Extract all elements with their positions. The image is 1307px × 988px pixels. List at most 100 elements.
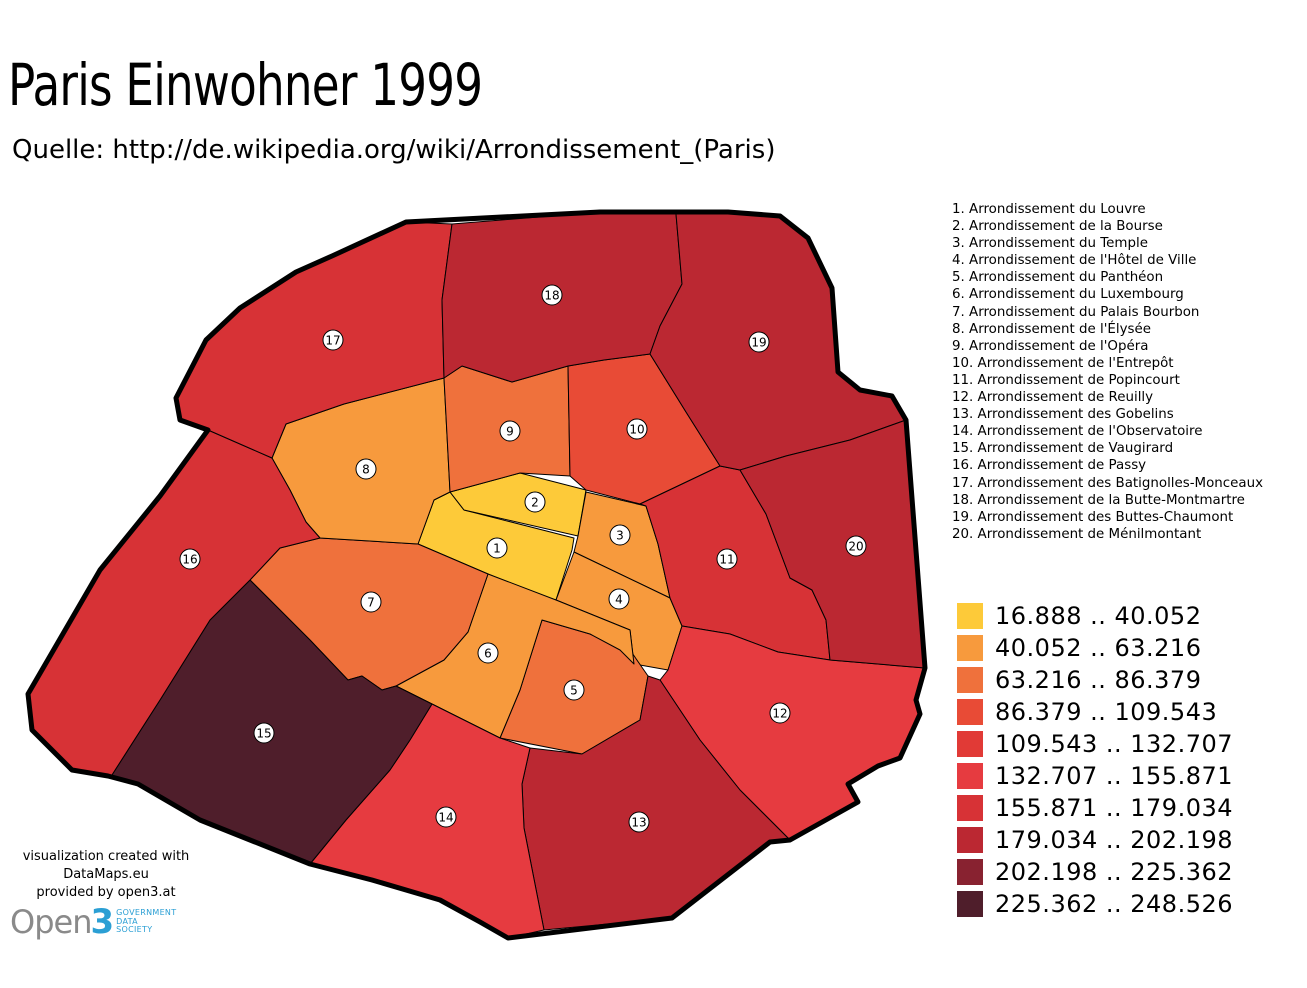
badge-number: 14	[438, 811, 453, 825]
badge-circle	[435, 806, 457, 828]
legend-item: 155.871 .. 179.034	[957, 792, 1233, 824]
legend-item: 63.216 .. 86.379	[957, 664, 1233, 696]
badge-circle	[524, 491, 546, 513]
arrondissement-badge-4: 4	[608, 588, 630, 610]
arrondissement-badge-5: 5	[563, 679, 585, 701]
logo-sub-1: GOVERNMENT	[116, 908, 177, 918]
badge-circle	[499, 420, 521, 442]
legend-item: 16.888 .. 40.052	[957, 600, 1233, 632]
legend-swatch	[957, 731, 983, 757]
legend-label: 202.198 .. 225.362	[995, 858, 1234, 886]
arrondissement-badge-10: 10	[626, 418, 648, 440]
arrondissement-name: 13. Arrondissement des Gobelins	[952, 407, 1174, 423]
badge-circle	[563, 679, 585, 701]
arrondissement-name: 10. Arrondissement de l'Entrepôt	[952, 355, 1174, 371]
arrondissement-badge-18: 18	[541, 284, 563, 306]
arrondissement-name: 17. Arrondissement des Batignolles-Monce…	[952, 475, 1264, 491]
badge-number: 11	[719, 553, 734, 567]
legend-swatch	[957, 827, 983, 853]
badge-circle	[179, 548, 201, 570]
legend-label: 63.216 .. 86.379	[995, 666, 1202, 694]
legend-item: 40.052 .. 63.216	[957, 632, 1233, 664]
logo-word: Open	[10, 903, 92, 941]
legend-item: 86.379 .. 109.543	[957, 696, 1233, 728]
legend-swatch	[957, 891, 983, 917]
legend-label: 40.052 .. 63.216	[995, 634, 1202, 662]
arrondissement-badge-17: 17	[322, 329, 344, 351]
map-title: Paris Einwohner 1999	[8, 51, 483, 119]
badge-number: 10	[629, 423, 644, 437]
map-subtitle: Quelle: http://de.wikipedia.org/wiki/Arr…	[12, 135, 776, 165]
legend-swatch	[957, 763, 983, 789]
arrondissement-name: 11. Arrondissement de Popincourt	[952, 372, 1180, 388]
legend-swatch	[957, 795, 983, 821]
badge-number: 17	[325, 334, 340, 348]
badge-number: 5	[570, 684, 578, 698]
arrondissement-badge-15: 15	[253, 722, 275, 744]
badge-circle	[748, 331, 770, 353]
logo-sub-2: DATA	[116, 916, 138, 926]
badge-number: 4	[615, 593, 623, 607]
legend-swatch	[957, 859, 983, 885]
legend-swatch	[957, 603, 983, 629]
legend-item: 225.362 .. 248.526	[957, 888, 1233, 920]
arrondissement-name-list: 1. Arrondissement du Louvre 2. Arrondisse…	[952, 201, 1263, 543]
arrondissement-badge-19: 19	[748, 331, 770, 353]
arrondissement-name: 4. Arrondissement de l'Hôtel de Ville	[952, 253, 1197, 269]
arrondissement-name: 19. Arrondissement des Buttes-Chaumont	[952, 509, 1234, 525]
badge-number: 7	[367, 596, 375, 610]
open3-logo: Open 3 GOVERNMENT DATA SOCIETY	[10, 902, 176, 942]
legend-label: 86.379 .. 109.543	[995, 698, 1218, 726]
arrondissement-name: 9. Arrondissement de l'Opéra	[952, 338, 1149, 354]
legend-label: 179.034 .. 202.198	[995, 826, 1234, 854]
badge-circle	[541, 284, 563, 306]
arrondissement-name: 15. Arrondissement de Vaugirard	[952, 441, 1174, 457]
badge-circle	[253, 722, 275, 744]
badge-circle	[486, 537, 508, 559]
arrondissement-name: 8. Arrondissement de l'Élysée	[952, 321, 1151, 337]
legend-swatch	[957, 699, 983, 725]
badge-number: 1	[493, 542, 501, 556]
arrondissement-name: 20. Arrondissement de Ménilmontant	[952, 526, 1202, 542]
legend-label: 155.871 .. 179.034	[995, 794, 1234, 822]
badge-circle	[360, 591, 382, 613]
arrondissement-badge-13: 13	[628, 811, 650, 833]
arrondissement-badge-7: 7	[360, 591, 382, 613]
credits-line-3: provided by open3.at	[36, 885, 176, 900]
badge-circle	[355, 458, 377, 480]
arrondissement-name: 12. Arrondissement de Reuilly	[952, 390, 1154, 406]
badge-circle	[716, 548, 738, 570]
arrondissement-name: 3. Arrondissement du Temple	[952, 236, 1148, 252]
legend-item: 202.198 .. 225.362	[957, 856, 1233, 888]
legend-label: 109.543 .. 132.707	[995, 730, 1234, 758]
arrondissement-name: 2. Arrondissement de la Bourse	[952, 219, 1163, 235]
arrondissement-name: 5. Arrondissement du Panthéon	[952, 270, 1164, 286]
badge-circle	[608, 588, 630, 610]
badge-circle	[609, 524, 631, 546]
badge-circle	[845, 535, 867, 557]
badge-number: 2	[531, 496, 539, 510]
badge-circle	[477, 642, 499, 664]
arrondissement-name: 6. Arrondissement du Luxembourg	[952, 287, 1184, 303]
credits: visualization created with DataMaps.eu p…	[8, 848, 204, 902]
badge-number: 12	[772, 707, 787, 721]
logo-number: 3	[90, 902, 115, 942]
badge-circle	[322, 329, 344, 351]
arrondissement-name: 18. Arrondissement de la Butte-Montmartr…	[952, 492, 1245, 508]
arrondissement-name: 14. Arrondissement de l'Observatoire	[952, 424, 1203, 440]
arrondissement-20[interactable]	[739, 419, 926, 669]
city-boundary	[25, 209, 928, 941]
arrondissement-badge-8: 8	[355, 458, 377, 480]
badge-number: 3	[616, 529, 624, 543]
credits-line-1: visualization created with	[22, 849, 190, 864]
arrondissement-badge-20: 20	[845, 535, 867, 557]
legend-label: 225.362 .. 248.526	[995, 890, 1234, 918]
arrondissement-badge-16: 16	[179, 548, 201, 570]
arrondissement-badge-11: 11	[716, 548, 738, 570]
badge-number: 8	[362, 463, 370, 477]
arrondissement-badge-3: 3	[609, 524, 631, 546]
arrondissement-badge-9: 9	[499, 420, 521, 442]
legend-item: 179.034 .. 202.198	[957, 824, 1233, 856]
legend-item: 132.707 .. 155.871	[957, 760, 1233, 792]
